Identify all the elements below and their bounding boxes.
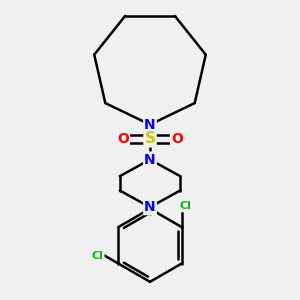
Text: N: N <box>144 152 156 167</box>
Text: Cl: Cl <box>92 250 104 261</box>
Text: S: S <box>145 131 155 146</box>
Text: O: O <box>171 132 183 146</box>
Text: N: N <box>144 118 156 132</box>
Text: O: O <box>117 132 129 146</box>
Text: N: N <box>144 200 156 214</box>
Text: Cl: Cl <box>180 201 192 212</box>
